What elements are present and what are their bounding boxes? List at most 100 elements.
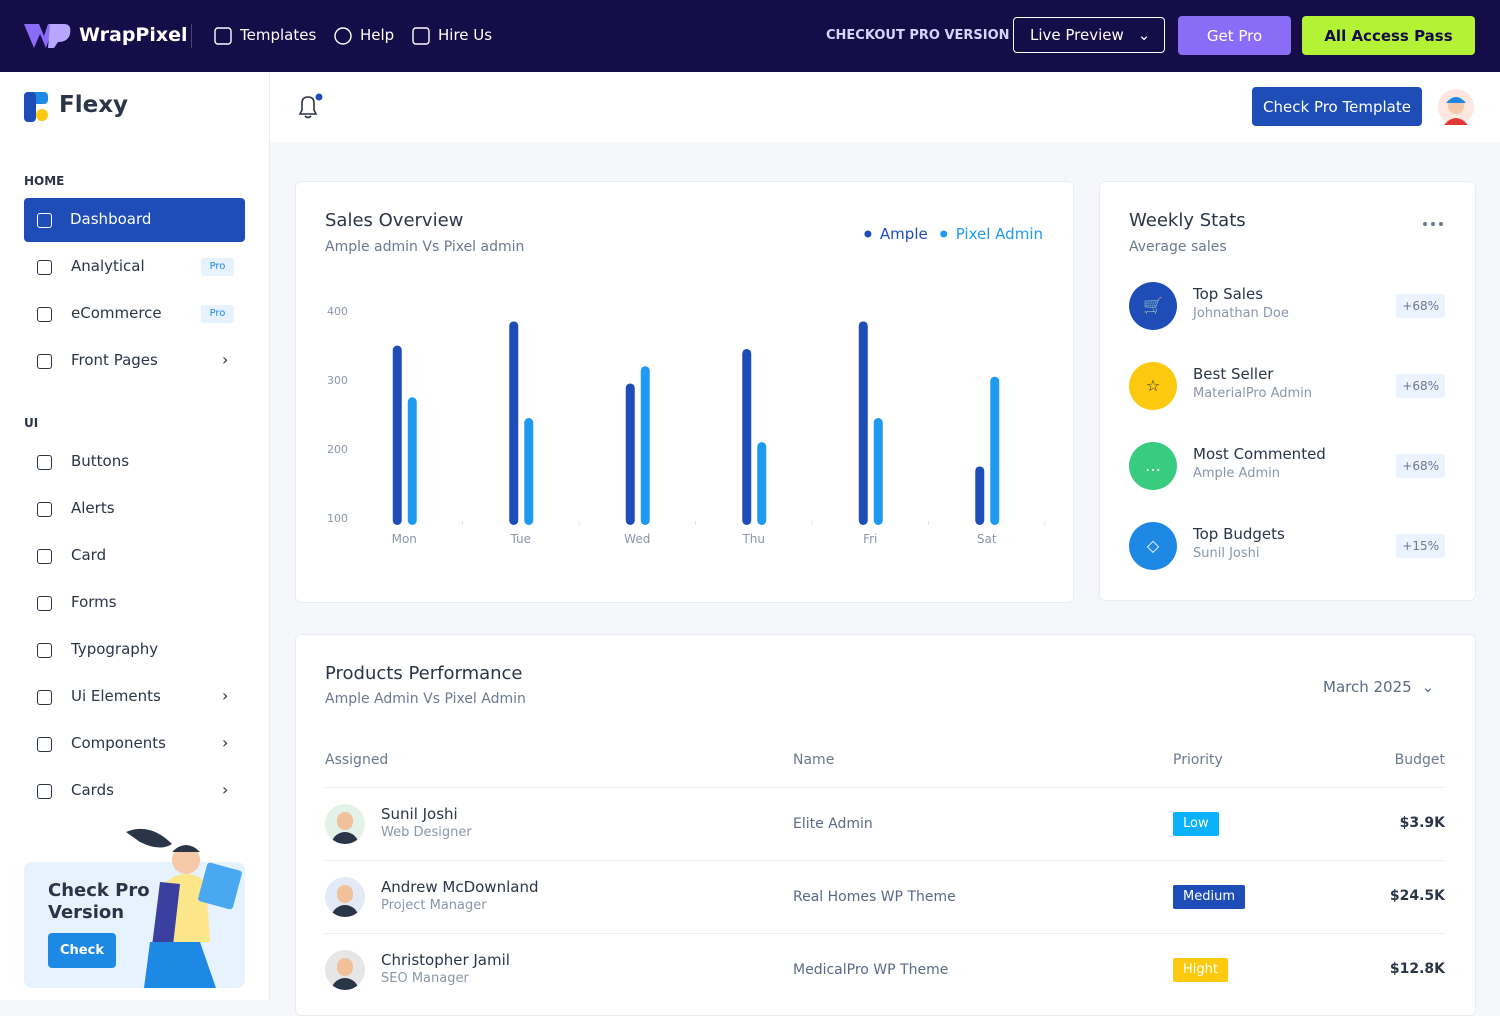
card-title: Weekly Stats xyxy=(1129,210,1246,231)
nav-item[interactable]: Forms xyxy=(71,593,117,611)
bar xyxy=(407,397,417,525)
avatar-body xyxy=(331,905,359,917)
stat-title: Top Budgets xyxy=(1193,525,1285,543)
chevron: ⌄ xyxy=(1137,26,1151,44)
nav-item[interactable]: Front Pages xyxy=(71,351,158,369)
x-tick-label: Fri xyxy=(863,532,877,546)
avatar-face xyxy=(337,958,353,976)
bar xyxy=(975,466,985,525)
separator xyxy=(191,24,192,48)
assignee-name: Christopher Jamil xyxy=(381,951,510,969)
nav-icon xyxy=(37,690,52,705)
bar xyxy=(392,345,402,525)
nav-active-bg xyxy=(24,198,245,242)
card-subtitle: Ample admin Vs Pixel admin xyxy=(325,239,525,255)
user-avatar[interactable] xyxy=(1438,89,1474,125)
nav-chevron: › xyxy=(222,780,229,799)
nav-link[interactable]: Help xyxy=(360,26,395,44)
live-preview-button[interactable]: Live Preview ⌄ xyxy=(1013,17,1165,53)
nav-badge: Pro xyxy=(201,258,234,276)
nav-icon xyxy=(37,784,52,799)
button-label: Check xyxy=(60,943,104,958)
card-subtitle: Ample Admin Vs Pixel Admin xyxy=(325,691,526,707)
link-icon xyxy=(412,27,430,45)
legend-label: Ample xyxy=(880,225,928,243)
nav-icon xyxy=(37,737,52,752)
more-menu[interactable] xyxy=(1422,220,1444,228)
budget: $3.9K xyxy=(1399,815,1445,831)
bar xyxy=(858,321,868,525)
project-name: Elite Admin xyxy=(793,816,873,832)
row-avatar xyxy=(325,877,365,917)
stat-subtitle: Johnathan Doe xyxy=(1193,306,1289,321)
app-logo[interactable]: Flexy xyxy=(59,92,129,118)
assignee-role: Project Manager xyxy=(381,898,487,913)
y-tick-label: 300 xyxy=(327,374,348,387)
stat-icon: ☆ xyxy=(1129,362,1177,410)
x-tick-label: Mon xyxy=(392,532,417,546)
all-access-button[interactable]: All Access Pass xyxy=(1302,16,1475,55)
nav-icon xyxy=(37,643,52,658)
month-filter[interactable]: March 2025 ⌄ xyxy=(1323,678,1434,696)
nav-item[interactable]: Ui Elements xyxy=(71,687,161,705)
checkout-link[interactable]: CHECKOUT PRO VERSION xyxy=(826,28,1010,43)
legend-label: Pixel Admin xyxy=(956,225,1043,243)
y-tick-label: 400 xyxy=(327,305,348,318)
stat-change: +15% xyxy=(1396,534,1445,558)
stat-title: Most Commented xyxy=(1193,445,1326,463)
table-divider xyxy=(325,860,1445,861)
check-pro-template-button[interactable]: Check Pro Template xyxy=(1252,87,1422,126)
brand-logo xyxy=(24,24,71,48)
get-pro-button[interactable]: Get Pro xyxy=(1178,16,1291,55)
nav-chevron: › xyxy=(222,686,229,705)
promo-illustration xyxy=(126,828,242,988)
nav-item[interactable]: Typography xyxy=(71,640,159,658)
project-name: MedicalPro WP Theme xyxy=(793,962,949,978)
link-icon xyxy=(214,27,232,45)
brand-name[interactable]: WrapPixel xyxy=(79,24,188,46)
nav-icon xyxy=(37,260,52,275)
stat-title: Best Seller xyxy=(1193,365,1274,383)
column-header: Budget xyxy=(1394,752,1445,768)
nav-link[interactable]: Hire Us xyxy=(438,26,493,44)
nav-icon xyxy=(37,307,52,322)
nav-item[interactable]: Card xyxy=(71,546,107,564)
x-tick-label: Wed xyxy=(624,532,650,546)
icon-shape xyxy=(412,27,430,45)
icon-shape xyxy=(334,27,352,45)
card-title: Sales Overview xyxy=(325,210,464,231)
assignee-name: Andrew McDownland xyxy=(381,878,539,896)
legend-marker xyxy=(864,230,872,238)
sales-overview-card xyxy=(295,181,1074,603)
table-divider xyxy=(325,787,1445,788)
priority-badge: Medium xyxy=(1173,885,1245,909)
nav-item[interactable]: eCommerce xyxy=(71,304,162,322)
x-tick-label: Thu xyxy=(741,532,765,546)
nav-section-title: HOME xyxy=(24,174,65,188)
bar xyxy=(640,366,650,525)
nav-item[interactable]: Cards xyxy=(71,781,114,799)
column-header: Name xyxy=(793,752,835,768)
nav-item[interactable]: Dashboard xyxy=(70,210,152,228)
link-icon xyxy=(334,27,352,45)
promo-button[interactable]: Check xyxy=(48,933,116,968)
budget: $24.5K xyxy=(1389,888,1445,904)
assignee-role: Web Designer xyxy=(381,825,472,840)
nav-item[interactable]: Components xyxy=(71,734,166,752)
nav-item[interactable]: Analytical xyxy=(71,257,145,275)
assignee-role: SEO Manager xyxy=(381,971,469,986)
button-label: Check Pro Template xyxy=(1263,97,1411,116)
bar xyxy=(990,376,1000,525)
notification-bell[interactable] xyxy=(296,92,326,120)
nav-icon xyxy=(37,596,52,611)
nav-link[interactable]: Templates xyxy=(240,26,317,44)
nav-icon xyxy=(37,213,52,228)
budget: $12.8K xyxy=(1389,961,1445,977)
nav-icon xyxy=(37,455,52,470)
nav-item[interactable]: Buttons xyxy=(71,452,130,470)
column-header: Assigned xyxy=(325,752,389,768)
nav-section-title: UI xyxy=(24,416,39,430)
nav-item[interactable]: Alerts xyxy=(71,499,115,517)
nav-icon xyxy=(37,502,52,517)
chevron: ⌄ xyxy=(1421,678,1435,696)
